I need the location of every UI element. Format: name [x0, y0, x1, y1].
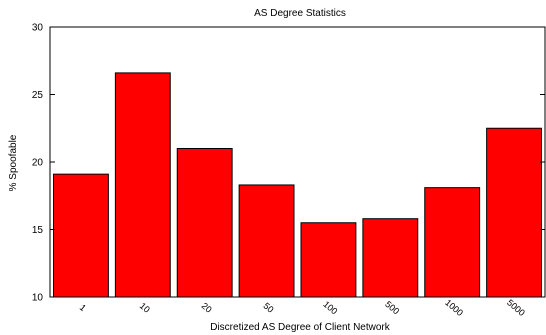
bar-500	[362, 218, 419, 298]
bar-50	[238, 184, 295, 298]
x-tick-label: 20	[200, 301, 214, 315]
y-tick-label: 25	[32, 90, 44, 101]
x-tick-label: 5000	[505, 297, 527, 318]
y-axis-label: % Spoofable	[8, 134, 19, 191]
y-tick-label: 10	[32, 293, 44, 304]
bars-group	[53, 72, 542, 298]
y-tick-label: 30	[32, 23, 44, 34]
bar-1	[53, 173, 109, 298]
x-axis-label: Discretized AS Degree of Client Network	[210, 322, 391, 333]
bar-1000	[424, 187, 481, 298]
x-tick-label: 10	[138, 301, 152, 315]
x-tick-label: 500	[383, 299, 401, 316]
x-tick-label: 50	[261, 301, 275, 315]
x-tick-label: 1000	[443, 297, 465, 318]
bar-20	[176, 148, 233, 298]
bar-5000	[486, 127, 542, 298]
x-tick-label: 100	[321, 299, 339, 316]
chart-title: AS Degree Statistics	[254, 8, 346, 19]
bar-10	[114, 72, 171, 298]
y-tick-label: 15	[32, 225, 44, 236]
bar-100	[300, 222, 357, 298]
x-axis-ticks: 1 10 20 50 100 500 1000 5000	[78, 297, 527, 318]
plot-frame	[49, 26, 546, 298]
y-tick-label: 20	[32, 158, 44, 169]
x-tick-label: 1	[78, 302, 88, 313]
